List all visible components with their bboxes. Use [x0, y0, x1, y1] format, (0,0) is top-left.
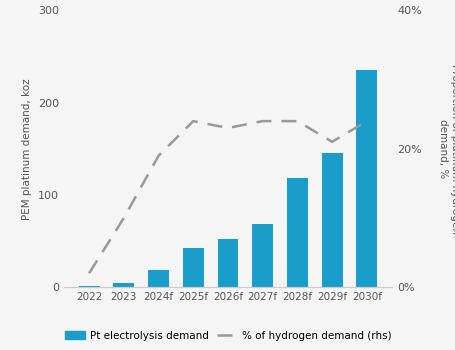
- Bar: [113, 283, 134, 287]
- Y-axis label: Proportion of platinum hydrogen
demand, %: Proportion of platinum hydrogen demand, …: [437, 64, 455, 234]
- Bar: [217, 239, 238, 287]
- Bar: [79, 286, 99, 287]
- Bar: [148, 271, 169, 287]
- Bar: [356, 70, 376, 287]
- Bar: [252, 224, 273, 287]
- Y-axis label: PEM platinum demand, koz: PEM platinum demand, koz: [22, 78, 32, 219]
- Legend: Pt electrolysis demand, % of hydrogen demand (rhs): Pt electrolysis demand, % of hydrogen de…: [60, 327, 395, 345]
- Bar: [286, 178, 307, 287]
- Bar: [182, 248, 203, 287]
- Bar: [321, 153, 342, 287]
